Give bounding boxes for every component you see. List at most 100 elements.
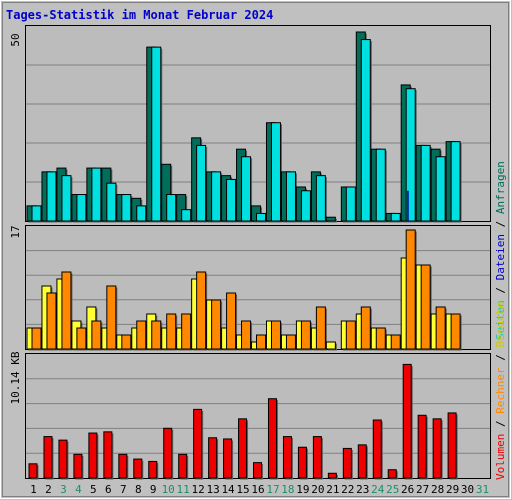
day-label-5: 5: [90, 483, 97, 496]
bar-seiten-6: [106, 182, 117, 222]
bar-seiten-7: [121, 194, 132, 222]
bar-rechner-5: [91, 320, 102, 350]
bar-seiten-1: [31, 205, 42, 222]
day-label-13: 13: [206, 483, 219, 496]
legend-sep-2: /: [494, 214, 507, 234]
chart-title: Tages-Statistik im Monat Februar 2024: [6, 8, 273, 22]
bar-rechner-6: [106, 285, 117, 350]
bar-volumen-23: [357, 444, 367, 479]
bar-volumen-6: [103, 431, 113, 479]
day-label-3: 3: [60, 483, 67, 496]
bar-seiten-20: [315, 175, 326, 222]
day-label-23: 23: [356, 483, 369, 496]
bar-rechner-25: [390, 334, 401, 350]
bar-seiten-24: [375, 148, 386, 222]
bar-volumen-25: [387, 469, 397, 479]
bar-rechner-14: [226, 292, 237, 350]
bar-seiten-13: [211, 171, 222, 222]
day-label-24: 24: [371, 483, 385, 496]
day-label-12: 12: [192, 483, 205, 496]
bar-seiten-16: [256, 212, 267, 222]
bar-rechner-26: [405, 229, 416, 350]
legend-anfragen: Anfragen: [494, 161, 507, 214]
bar-volumen-5: [88, 432, 98, 479]
legend-dateien: Dateien: [494, 234, 507, 280]
bar-seiten-9: [151, 46, 162, 222]
bar-volumen-9: [148, 460, 158, 479]
bar-dateien-26: [407, 190, 409, 221]
day-label-8: 8: [135, 483, 142, 496]
bar-volumen-3: [58, 439, 68, 479]
bar-seiten-26: [405, 88, 416, 222]
day-label-18: 18: [281, 483, 294, 496]
day-label-26: 26: [401, 483, 414, 496]
bar-rechner-12: [196, 271, 207, 350]
day-label-10: 10: [162, 483, 175, 496]
bar-seiten-10: [166, 194, 177, 222]
day-label-27: 27: [416, 483, 429, 496]
bar-anfragen-21: [325, 216, 336, 222]
bar-rechner-24: [375, 327, 386, 350]
day-label-2: 2: [45, 483, 52, 496]
bar-rechner-15: [241, 320, 252, 350]
bar-rechner-3: [61, 271, 72, 350]
legend-sep-1: /: [494, 280, 507, 300]
bar-volumen-22: [342, 447, 352, 479]
day-label-14: 14: [221, 483, 235, 496]
bar-volumen-4: [73, 453, 83, 479]
bar-rechner-17: [270, 320, 281, 350]
bar-volumen-1: [28, 463, 38, 479]
y-max-label-hits: 50: [9, 33, 22, 46]
day-label-4: 4: [75, 483, 82, 496]
bar-volumen-28: [432, 418, 442, 479]
bar-seiten-29: [450, 141, 461, 222]
day-labels: 1 2 3 4 5 6 7 8 9 10 11 12 13 14 15 16 17 18 19 20 21 22 23 24 2…: [30, 483, 489, 496]
day-label-21: 21: [326, 483, 339, 496]
legend-sep-3: /: [494, 414, 507, 434]
bar-volumen-17: [267, 398, 277, 479]
day-label-17: 17: [266, 483, 279, 496]
legend-right: Seiten / Dateien / Anfragen: [494, 161, 507, 340]
bar-volumen-12: [193, 408, 203, 479]
bar-rechner-1: [31, 327, 42, 350]
bar-rechner-27: [420, 264, 431, 350]
legend-besuche: Besuche: [494, 301, 507, 347]
y-max-label-volume: 10.14 KB: [9, 351, 22, 404]
bar-volumen-7: [118, 453, 128, 479]
bar-volumen-14: [223, 438, 233, 479]
bar-besuche-21: [325, 341, 336, 350]
bar-rechner-23: [360, 306, 371, 350]
bar-volumen-2: [43, 436, 53, 479]
bar-rechner-19: [300, 320, 311, 350]
bar-volumen-27: [417, 414, 427, 479]
legend-sep-4: /: [494, 348, 507, 368]
bar-seiten-22: [345, 186, 356, 222]
day-label-30: 30: [461, 483, 474, 496]
bar-seiten-27: [420, 144, 431, 222]
day-label-11: 11: [177, 483, 190, 496]
bar-seiten-5: [91, 167, 102, 222]
bar-rechner-10: [166, 313, 177, 350]
bar-rechner-28: [435, 306, 446, 350]
bar-seiten-18: [285, 171, 296, 222]
bar-rechner-16: [256, 334, 267, 350]
y-max-label-visits: 17: [9, 225, 22, 238]
day-label-7: 7: [120, 483, 127, 496]
bar-volumen-20: [312, 436, 322, 479]
bar-volumen-21: [327, 472, 337, 479]
bar-seiten-3: [61, 175, 72, 222]
bar-seiten-28: [435, 156, 446, 222]
bar-rechner-11: [181, 313, 192, 350]
bar-seiten-11: [181, 209, 192, 222]
bar-seiten-4: [76, 194, 87, 222]
day-label-6: 6: [105, 483, 112, 496]
bar-rechner-18: [285, 334, 296, 350]
bar-volumen-19: [297, 446, 307, 479]
bar-volumen-24: [372, 419, 382, 479]
bar-volumen-16: [253, 462, 263, 479]
bar-volumen-13: [208, 437, 218, 479]
